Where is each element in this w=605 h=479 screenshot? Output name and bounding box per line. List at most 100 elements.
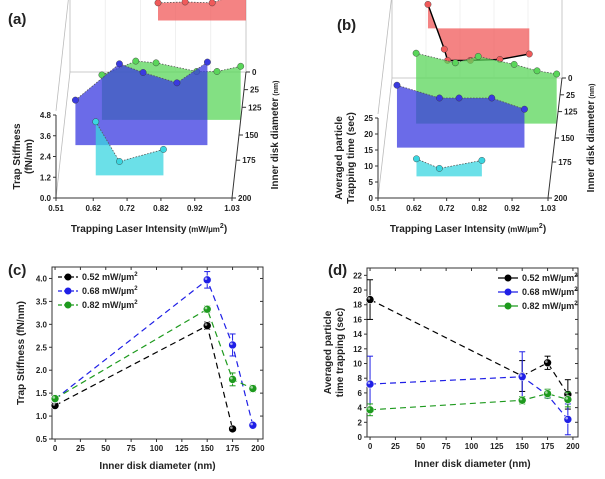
legend-label-text: 0.52 mW/µm (522, 273, 574, 283)
data-point (132, 57, 140, 65)
z-tick-label: 150 (561, 134, 575, 143)
data-point (152, 59, 160, 67)
series-area (158, 0, 246, 21)
y-tick-label: 20 (353, 286, 362, 295)
data-point (563, 415, 573, 424)
y-tick-label: 6 (358, 389, 363, 398)
series-line (416, 52, 557, 75)
z-tick-label: 175 (242, 156, 256, 165)
legend-label-sup: 2 (134, 286, 138, 292)
x-tick-label: 75 (442, 442, 451, 451)
y-tick-label: 15 (364, 146, 373, 155)
data-point (553, 70, 561, 78)
panel-d-line-chart: 0 25 50 75 100 125 150 175 200 0 2 4 6 8 10 12 14 16 18 20 2… (323, 267, 580, 470)
data-point-highlight (204, 277, 208, 280)
data-point (228, 424, 237, 434)
x-tick-label: 125 (175, 444, 189, 453)
y-tick-label: 22 (353, 271, 362, 280)
data-point (413, 155, 420, 163)
x-tick-label: 0.62 (85, 204, 101, 213)
data-point (533, 67, 541, 75)
data-point (424, 1, 432, 8)
y-tick-label: 2.0 (36, 366, 48, 375)
z-tick-label: 0 (252, 68, 257, 77)
data-point (181, 0, 189, 6)
x-tick-label: 0.51 (48, 204, 64, 213)
data-point-highlight (565, 416, 568, 420)
data-point (92, 118, 100, 126)
y-tick-label: 14 (353, 330, 362, 339)
x-axis-title: Inner disk diameter (nm) (414, 459, 530, 470)
data-point-highlight (204, 323, 208, 326)
data-point (517, 372, 527, 382)
x-tick-label: 125 (490, 442, 504, 451)
series-line (101, 60, 241, 76)
back-frame-top (377, 0, 563, 115)
data-point-highlight (367, 407, 371, 410)
legend-marker (64, 273, 72, 281)
legend-label-sup: 2 (574, 287, 578, 293)
y-axis-title-line: Trapping time (sec) (346, 112, 357, 204)
data-point (228, 375, 237, 384)
data-point (543, 358, 552, 368)
panel-c-line-chart: 0 25 50 75 100 125 150 175 200 0.5 1.0 1.5 2.0 2.5 3.0… (16, 266, 265, 472)
data-point (440, 45, 448, 53)
y-tick-label: 1.2 (40, 173, 52, 182)
x-tick-label: 0.51 (370, 204, 386, 213)
x-axis-title: Inner disk diameter (nm) (99, 461, 215, 472)
y-axis-title-line: Averaged particle (334, 116, 345, 200)
x-tick-label: 50 (101, 444, 110, 453)
y-tick-label: 0.0 (40, 194, 52, 203)
legend-marker (504, 302, 512, 310)
data-point (543, 389, 552, 398)
x-tick-label: 150 (201, 444, 215, 453)
data-point-highlight (565, 397, 568, 400)
z-axis-title: Inner disk diameter (nm) (270, 81, 281, 190)
data-point (213, 68, 221, 75)
data-point (455, 94, 463, 102)
x-axis-title-part: Trapping Laser Intensity (71, 224, 187, 235)
x-tick-label: 1.03 (224, 204, 240, 213)
data-point (237, 62, 245, 70)
back-frame-top (55, 0, 247, 111)
data-point (202, 321, 212, 331)
z-axis-title-text: Inner disk diameter (586, 101, 597, 193)
panel-label-b: (b) (337, 17, 356, 34)
x-tick-label: 25 (391, 442, 400, 451)
y-tick-label: 25 (364, 114, 373, 123)
series-line (54, 308, 254, 400)
data-point (436, 94, 443, 102)
data-point (525, 50, 533, 58)
x-tick-label: 0.72 (119, 204, 135, 213)
x-tick-label: 0 (53, 444, 58, 453)
y-tick-label: 2 (358, 418, 363, 427)
legend-label-sup: 2 (574, 301, 578, 307)
legend-label: 0.68 mW/µm2 (82, 286, 138, 296)
data-point (521, 105, 528, 113)
z-axis-title-units: (nm) (589, 84, 596, 101)
x-tick-label: 1.03 (540, 204, 556, 213)
data-point (248, 420, 258, 430)
x-tick-label: 100 (150, 444, 164, 453)
series-line (369, 299, 569, 395)
x-axis-title: Trapping Laser Intensity (mW/µm2) (71, 223, 227, 235)
data-point (393, 81, 401, 89)
data-point (412, 49, 420, 57)
data-point (72, 96, 79, 104)
y-tick-label: 16 (353, 315, 362, 324)
x-tick-label: 175 (226, 444, 240, 453)
legend-label-text: 0.82 mW/µm (522, 301, 574, 311)
x-tick-label: 0 (368, 442, 373, 451)
x-axis-title-part: ) (224, 224, 227, 235)
panel-label-d: (d) (328, 262, 347, 279)
x-axis-title-part: (mW/µm (505, 225, 539, 234)
legend-label-sup: 2 (574, 273, 578, 279)
legend-label-text: 0.82 mW/µm (82, 300, 134, 310)
series-area (416, 158, 482, 177)
x-axis-title-part: 2 (539, 223, 543, 230)
y-axis-title: Trap Stiffness (fN/nm) (16, 301, 27, 405)
y-tick-label: 4 (358, 404, 363, 413)
data-point (202, 304, 212, 314)
z-tick-label: 125 (248, 103, 262, 112)
x-axis-title-part: (mW/µm (186, 225, 220, 234)
